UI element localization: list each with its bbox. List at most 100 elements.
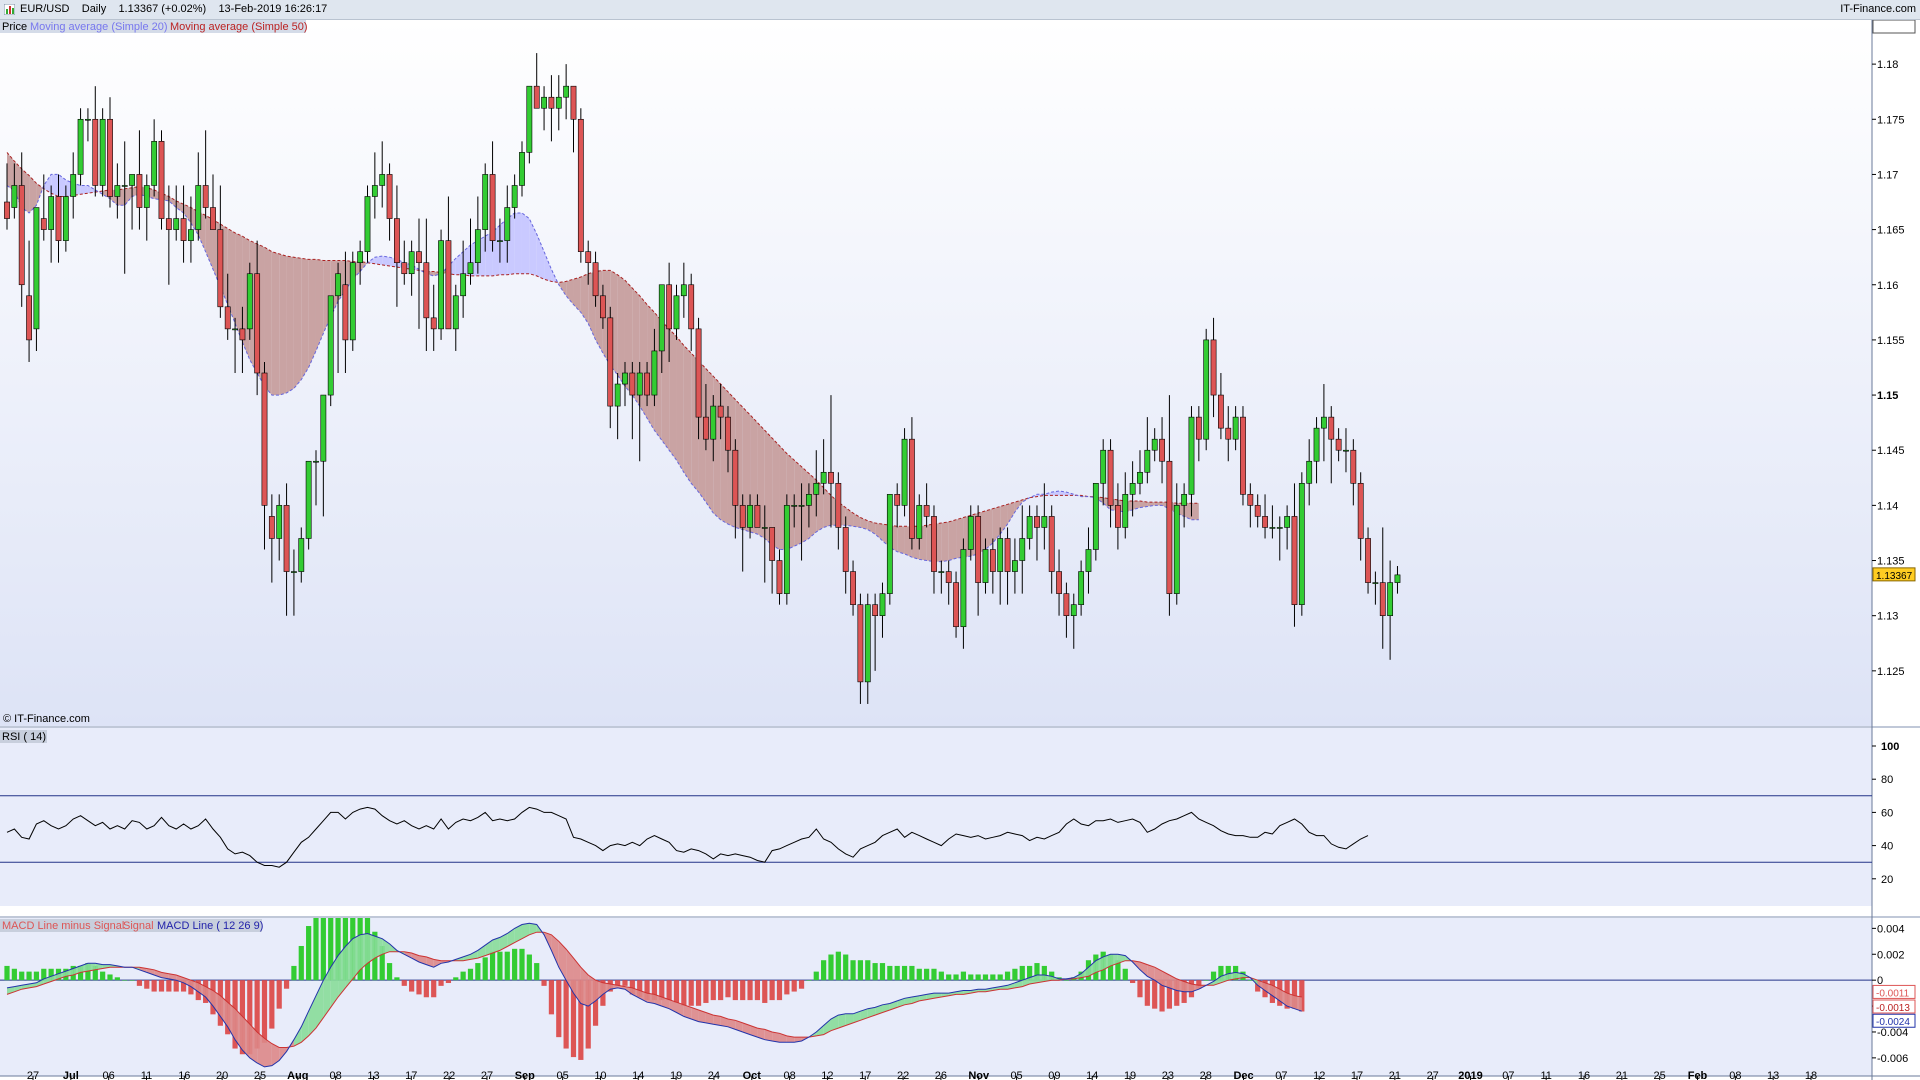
macd-cloud-segment bbox=[514, 924, 522, 943]
macd-hist-bar bbox=[843, 954, 849, 981]
candle-down bbox=[1225, 427, 1232, 440]
macd-legend: MACD Line minus Signal Signal MACD Line … bbox=[0, 919, 263, 932]
candle bbox=[55, 174, 62, 263]
macd-hist-bar bbox=[828, 954, 834, 981]
rsi-value-tag-text: 43.671 bbox=[1876, 20, 1907, 23]
last-price-tag-text: 1.13367 bbox=[1876, 571, 1913, 582]
macd-hist-bar bbox=[283, 980, 290, 989]
rsi-plot[interactable] bbox=[0, 795, 1872, 868]
candle-up bbox=[710, 405, 717, 440]
macd-hist-bar bbox=[776, 980, 783, 1001]
macd-hist-bar bbox=[1144, 980, 1150, 1006]
ma-cloud-segment bbox=[1000, 504, 1008, 535]
macd-cloud-segment bbox=[992, 986, 1001, 991]
candle bbox=[798, 483, 805, 561]
period: Daily bbox=[81, 3, 107, 15]
x-tick-label: 18 bbox=[1805, 1070, 1817, 1080]
candle-down bbox=[416, 251, 422, 263]
macd-hist-bar bbox=[695, 980, 702, 1006]
candle bbox=[577, 108, 584, 263]
ma-cloud-segment bbox=[1132, 500, 1140, 510]
x-tick-label: 19 bbox=[670, 1070, 682, 1080]
macd-hist-bar bbox=[1041, 965, 1047, 981]
macd-hist-bar bbox=[136, 980, 143, 986]
macd-cloud-segment bbox=[691, 1007, 699, 1022]
candle-up bbox=[1343, 449, 1349, 452]
macd-cloud-segment bbox=[146, 968, 155, 975]
candle bbox=[408, 240, 415, 296]
candle bbox=[1173, 483, 1180, 605]
datetime: 13-Feb-2019 16:26:17 bbox=[218, 3, 328, 15]
ma-cloud-segment bbox=[639, 295, 648, 419]
candle bbox=[850, 560, 856, 616]
candle bbox=[1203, 328, 1210, 451]
candle bbox=[1115, 483, 1121, 550]
candle-down bbox=[180, 218, 187, 241]
rsi-tick-label: 20 bbox=[1881, 874, 1893, 886]
ma-cloud-segment bbox=[80, 185, 88, 195]
macd-hist-bar bbox=[48, 968, 54, 981]
macd-hist-bar bbox=[1166, 980, 1173, 1009]
price-plot[interactable] bbox=[4, 53, 1401, 704]
candle-down bbox=[1210, 339, 1217, 396]
ma-cloud-segment bbox=[264, 247, 272, 396]
macd-hist-bar bbox=[261, 980, 268, 1043]
macd-cloud-segment bbox=[772, 1031, 780, 1043]
candle-down bbox=[342, 284, 349, 341]
macd-hist-bar bbox=[879, 963, 886, 981]
candle bbox=[1056, 549, 1062, 616]
macd-hist-bar bbox=[850, 960, 856, 981]
candle-up bbox=[1181, 494, 1188, 506]
candle bbox=[526, 85, 533, 164]
candle bbox=[879, 582, 886, 638]
candle bbox=[1159, 417, 1165, 484]
candle bbox=[982, 538, 989, 594]
symbol: EUR/USD bbox=[20, 3, 70, 15]
ma-cloud-segment bbox=[551, 269, 559, 285]
candle-up bbox=[379, 174, 386, 186]
candle bbox=[776, 549, 783, 605]
macd-hist-bar bbox=[556, 980, 562, 1038]
chart-area[interactable]: 1.18 1.175 1.17 1.165 1.16 1.155 1.15 1.145 1.14… bbox=[0, 20, 1920, 1080]
candle bbox=[158, 130, 165, 230]
x-tick-label: 25 bbox=[1654, 1070, 1666, 1080]
candle bbox=[423, 218, 430, 351]
axes: 1.18 1.175 1.17 1.165 1.16 1.155 1.15 1.145 1.14… bbox=[27, 20, 1916, 1080]
ma-cloud-segment bbox=[941, 521, 949, 562]
candle bbox=[806, 483, 812, 528]
macd-hist-bar bbox=[4, 965, 10, 981]
macd-hist-bar bbox=[1034, 963, 1040, 981]
macd-hist-bar bbox=[1196, 980, 1202, 989]
macd-hist-bar bbox=[1130, 980, 1136, 984]
macd-hist-bar bbox=[659, 980, 665, 1001]
candle bbox=[298, 527, 305, 583]
x-tick-label: 17 bbox=[1351, 1070, 1363, 1080]
candle-up bbox=[313, 460, 319, 463]
candle bbox=[1306, 439, 1313, 506]
candle bbox=[136, 130, 143, 230]
ma-cloud-segment bbox=[823, 487, 831, 528]
candle bbox=[725, 406, 731, 473]
candle-down bbox=[1291, 516, 1298, 605]
candle bbox=[364, 185, 371, 263]
macd-hist-bar bbox=[19, 971, 25, 981]
x-tick-label: 14 bbox=[1086, 1070, 1098, 1080]
macd-cloud-segment bbox=[1095, 956, 1104, 973]
macd-hist-bar bbox=[754, 980, 761, 1001]
macd-hist-bar bbox=[512, 948, 518, 981]
macd-hist-bar bbox=[85, 963, 91, 981]
candle bbox=[842, 516, 849, 594]
candle-down bbox=[1063, 593, 1070, 616]
candle bbox=[1107, 439, 1114, 528]
macd-plot[interactable] bbox=[0, 889, 1872, 1068]
candle-down bbox=[18, 185, 25, 286]
macd-cloud-segment bbox=[727, 1019, 736, 1030]
macd-hist-bar bbox=[688, 980, 694, 1006]
ma-cloud-segment bbox=[29, 175, 37, 214]
candle-up bbox=[357, 251, 364, 263]
rsi-panel-bg bbox=[0, 728, 1872, 906]
candle-up bbox=[636, 372, 643, 396]
candle-up bbox=[438, 240, 444, 330]
candle-up bbox=[982, 549, 989, 583]
candle-up bbox=[482, 174, 489, 230]
